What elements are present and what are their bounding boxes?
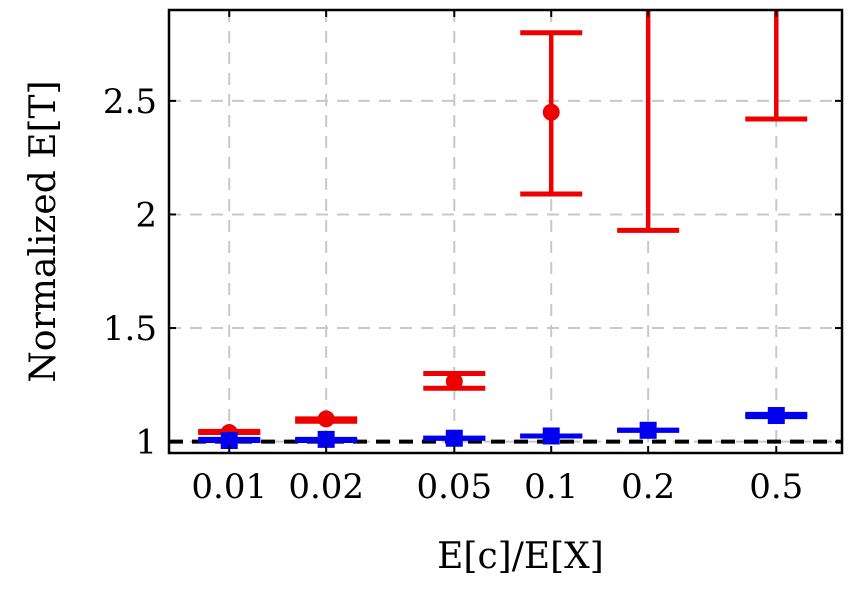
data-point: [767, 407, 785, 425]
data-point: [542, 103, 560, 121]
x-tick-label: 0.01: [191, 467, 267, 507]
plot-frame: [167, 8, 844, 455]
data-point: [542, 427, 560, 445]
series-layer: [198, 10, 808, 450]
y-tick-label: 1.5: [103, 309, 157, 349]
grid-layer: [169, 10, 842, 453]
x-tick-label: 0.05: [416, 467, 492, 507]
series-1: [198, 10, 808, 442]
data-point: [639, 421, 657, 439]
x-tick-label: 0.5: [749, 467, 803, 507]
x-tick-label: 0.1: [524, 467, 578, 507]
x-axis-label: E[c]/E[X]: [437, 536, 604, 577]
x-tick-label: 0.02: [288, 467, 364, 507]
tick-label-layer: 0.01 0.02 0.05 0.1 0.2 0.5 1 1.5 2 2.5: [103, 10, 842, 507]
data-point: [220, 432, 238, 450]
y-axis-label: Normalized E[T]: [23, 80, 64, 382]
data-point: [317, 430, 335, 448]
data-point: [317, 410, 335, 428]
data-point: [445, 372, 463, 390]
y-tick-label: 1: [135, 423, 157, 463]
series-2: [198, 407, 808, 450]
x-tick-label: 0.2: [621, 467, 675, 507]
data-point: [445, 429, 463, 447]
y-tick-label: 2: [135, 195, 157, 235]
y-tick-label: 2.5: [103, 82, 157, 122]
